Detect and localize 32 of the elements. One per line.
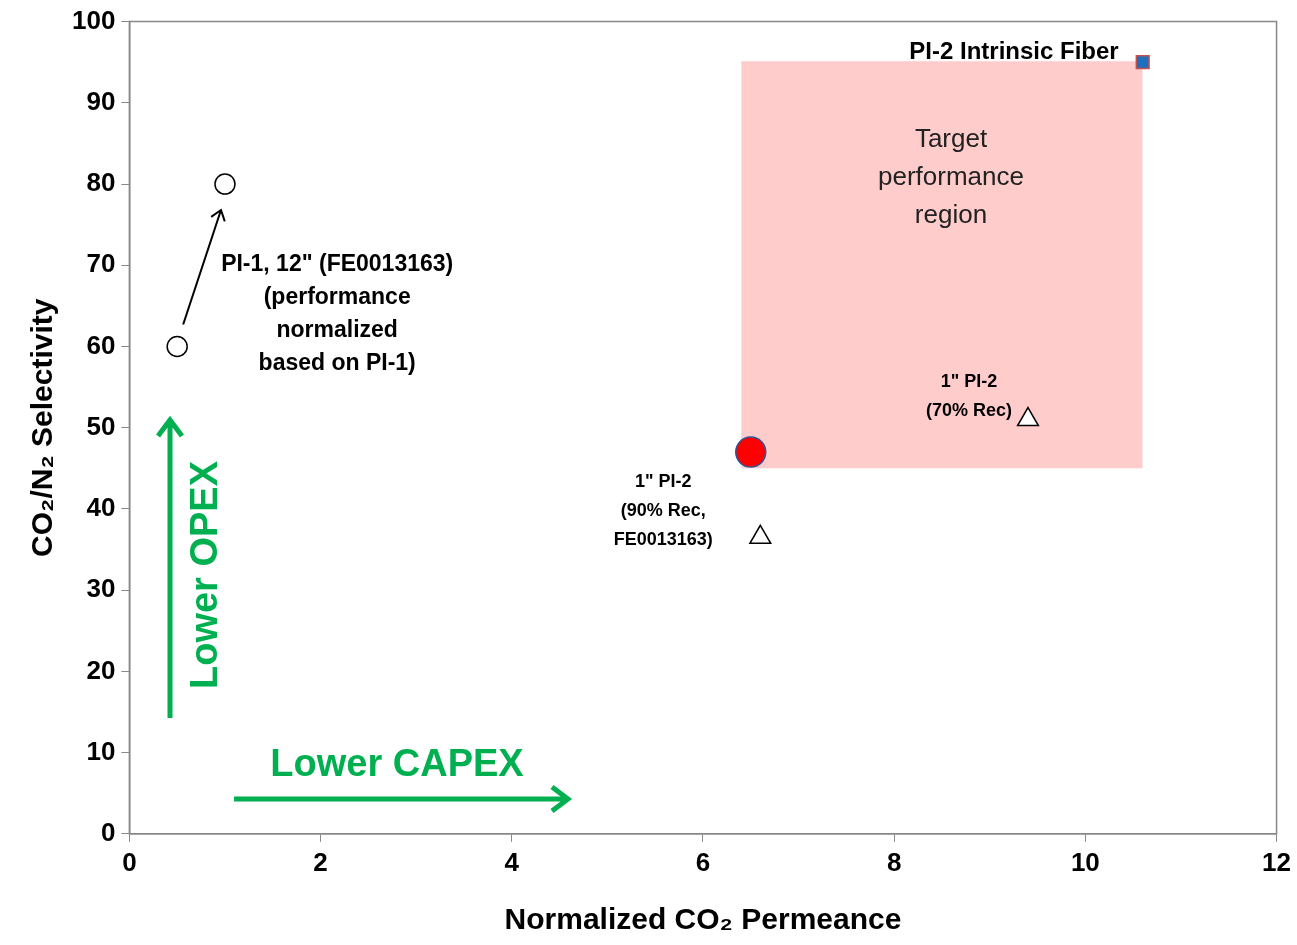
y-tick-label: 20 [86, 654, 116, 685]
y-tick-label: 30 [86, 573, 116, 604]
annotation: 1" PI-2 (70% Rec) [925, 370, 1013, 420]
x-axis-title: Normalized CO₂ Permeance [504, 902, 902, 936]
point [166, 335, 188, 358]
point [214, 173, 236, 195]
y-tick-label: 10 [86, 735, 116, 766]
y-tick-label: 60 [86, 329, 116, 360]
annotation: Lower OPEX [183, 460, 226, 690]
x-tick-label: 8 [886, 846, 902, 877]
x-tick-label: 10 [1070, 846, 1100, 877]
annotation: PI-2 Intrinsic Fiber [909, 36, 1119, 64]
point [735, 436, 767, 468]
point [1135, 55, 1150, 70]
y-tick-label: 90 [86, 85, 116, 116]
y-axis-title: CO₂/N₂ Selectivity [25, 298, 59, 557]
annotation: PI-1, 12" (FE0013163) (performance normalized based on PI-1) [221, 249, 454, 375]
annotation: Lower CAPEX [270, 742, 525, 785]
y-tick-label: 70 [86, 248, 116, 279]
x-tick-label: 12 [1262, 846, 1291, 877]
x-tick-label: 0 [122, 846, 137, 877]
y-tick-label: 80 [86, 167, 116, 198]
x-tick-label: 2 [313, 846, 328, 877]
point [1016, 406, 1040, 427]
y-tick-label: 100 [71, 4, 116, 35]
x-tick-label: 6 [695, 846, 711, 877]
y-tick-label: 50 [86, 410, 116, 441]
x-tick-label: 4 [504, 846, 520, 877]
annotation: Target performance region [878, 123, 1024, 230]
annotation: 1" PI-2 (90% Rec, FE0013163) [613, 471, 713, 550]
y-tick-label: 40 [86, 492, 116, 523]
y-tick-label: 0 [100, 816, 116, 847]
